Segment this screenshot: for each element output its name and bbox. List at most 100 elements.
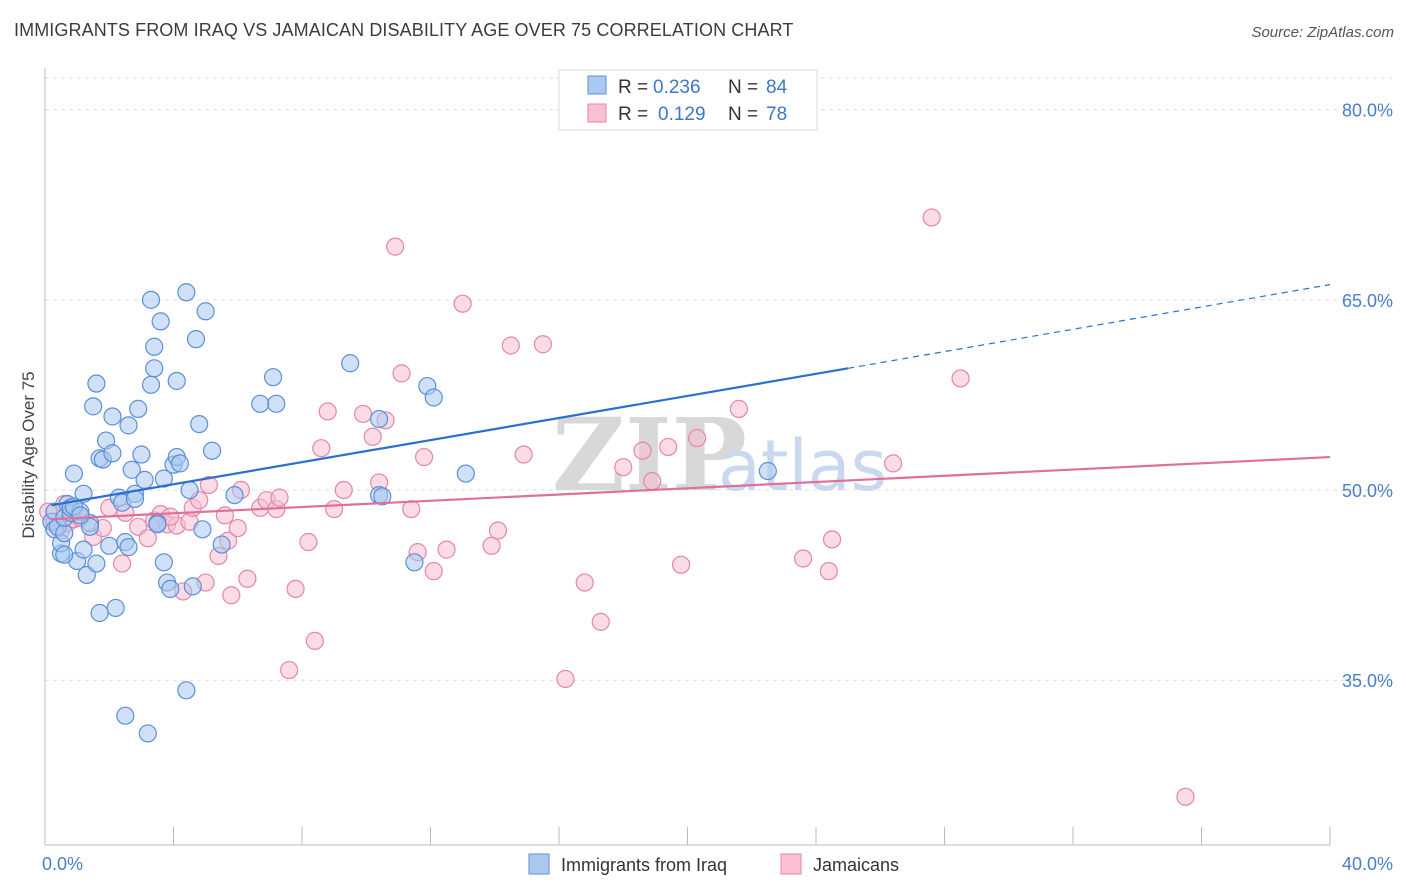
legend-r-value-2: 0.129 bbox=[658, 104, 706, 125]
jamaicans-point-36 bbox=[286, 579, 305, 599]
y-tick-label-1: 50.0% bbox=[1342, 481, 1393, 501]
jamaicans-point-34 bbox=[270, 488, 289, 507]
jamaicans-point-55 bbox=[482, 536, 501, 555]
trend-line-iraq-extension bbox=[848, 284, 1331, 369]
iraq-point-75 bbox=[424, 388, 443, 407]
jamaicans-point-64 bbox=[633, 441, 652, 460]
jamaicans-point-62 bbox=[591, 612, 610, 631]
iraq-point-34 bbox=[119, 537, 138, 557]
iraq-point-71 bbox=[370, 409, 389, 429]
y-tick-labels: 35.0% 50.0% 65.0% 80.0% bbox=[1342, 101, 1393, 691]
legend-r-value-1: 0.236 bbox=[653, 77, 701, 98]
jamaicans-point-38 bbox=[305, 631, 324, 650]
jamaicans-point-76 bbox=[1176, 787, 1195, 806]
iraq-point-39 bbox=[135, 470, 154, 489]
jamaicans-point-54 bbox=[453, 294, 472, 313]
iraq-point-69 bbox=[341, 354, 360, 373]
iraq-point-65 bbox=[225, 485, 244, 505]
iraq-point-38 bbox=[132, 445, 151, 464]
source-label: Source: ZipAtlas.com bbox=[1251, 24, 1394, 41]
jamaicans-point-40 bbox=[318, 402, 337, 421]
iraq-point-72 bbox=[373, 487, 392, 506]
legend-r-label-1: R = bbox=[618, 77, 648, 98]
jamaicans-point-70 bbox=[794, 549, 813, 568]
iraq-point-67 bbox=[263, 368, 283, 387]
iraq-point-43 bbox=[145, 359, 164, 378]
jamaicans-point-47 bbox=[386, 237, 405, 256]
x-tick-label-0: 0.0% bbox=[42, 854, 83, 874]
iraq-point-61 bbox=[193, 520, 212, 539]
iraq-point-6 bbox=[55, 524, 74, 543]
bottom-legend-swatch-iraq bbox=[528, 853, 550, 875]
iraq-point-26 bbox=[103, 407, 122, 426]
iraq-point-52 bbox=[167, 371, 186, 391]
iraq-point-80 bbox=[55, 545, 74, 564]
iraq-point-77 bbox=[758, 461, 777, 481]
bottom-legend-swatch-jamaicans bbox=[780, 853, 802, 875]
x-tick-labels: 0.0% 40.0% bbox=[42, 854, 1393, 874]
iraq-point-73 bbox=[405, 553, 424, 572]
iraq-point-44 bbox=[145, 337, 164, 356]
iraq-point-59 bbox=[186, 330, 206, 349]
bottom-legend-label-jamaicans: Jamaicans bbox=[813, 855, 899, 875]
iraq-point-57 bbox=[180, 480, 199, 500]
jamaicans-point-75 bbox=[951, 369, 970, 388]
jamaicans-point-72 bbox=[822, 530, 842, 549]
jamaicans-point-23 bbox=[199, 475, 218, 495]
iraq-point-76 bbox=[456, 464, 475, 483]
iraq-point-56 bbox=[177, 283, 196, 302]
iraq-point-83 bbox=[148, 515, 167, 534]
iraq-point-54 bbox=[170, 454, 190, 473]
y-tick-label-3: 80.0% bbox=[1342, 101, 1393, 121]
series-iraq-points bbox=[42, 283, 777, 743]
watermark: ZIP atlas bbox=[552, 396, 887, 514]
jamaicans-point-59 bbox=[533, 335, 553, 354]
iraq-point-48 bbox=[154, 469, 173, 488]
series-jamaicans-points bbox=[39, 208, 1195, 806]
trend-line-jamaicans bbox=[51, 455, 1331, 521]
iraq-point-42 bbox=[141, 290, 161, 309]
series-legend: Immigrants from Iraq Jamaicans bbox=[528, 853, 899, 875]
iraq-point-20 bbox=[87, 374, 106, 393]
chart-title: IMMIGRANTS FROM IRAQ VS JAMAICAN DISABIL… bbox=[14, 20, 794, 40]
jamaicans-point-49 bbox=[402, 499, 421, 519]
bottom-legend-label-iraq: Immigrants from Iraq bbox=[561, 855, 727, 875]
jamaicans-point-67 bbox=[671, 555, 691, 574]
iraq-point-47 bbox=[154, 553, 173, 572]
iraq-point-15 bbox=[74, 540, 93, 559]
iraq-point-27 bbox=[103, 444, 122, 463]
legend-n-value-2: 78 bbox=[766, 104, 787, 125]
jamaicans-point-56 bbox=[488, 521, 508, 540]
grid-lines bbox=[45, 77, 1392, 681]
y-tick-label-2: 65.0% bbox=[1342, 291, 1393, 311]
jamaicans-point-51 bbox=[414, 447, 434, 467]
jamaicans-point-68 bbox=[688, 428, 707, 448]
jamaicans-point-58 bbox=[514, 445, 533, 464]
iraq-point-33 bbox=[119, 416, 138, 435]
jamaicans-point-30 bbox=[238, 569, 257, 588]
jamaicans-point-28 bbox=[228, 518, 247, 538]
jamaicans-point-71 bbox=[819, 562, 838, 581]
legend-swatch-jamaicans bbox=[587, 103, 607, 123]
y-axis-title: Disability Age Over 75 bbox=[19, 371, 38, 538]
iraq-point-62 bbox=[196, 302, 215, 321]
watermark-atlas: atlas bbox=[718, 425, 887, 507]
iraq-point-35 bbox=[122, 460, 141, 479]
iraq-point-22 bbox=[90, 603, 109, 623]
jamaicans-point-13 bbox=[138, 529, 157, 548]
jamaicans-point-57 bbox=[501, 336, 520, 355]
jamaicans-point-10 bbox=[112, 554, 132, 573]
jamaicans-point-39 bbox=[312, 439, 331, 458]
iraq-point-28 bbox=[106, 598, 125, 618]
iraq-point-63 bbox=[202, 441, 222, 460]
jamaicans-point-69 bbox=[729, 399, 749, 418]
iraq-point-55 bbox=[177, 681, 196, 700]
iraq-point-66 bbox=[251, 394, 270, 413]
jamaicans-point-35 bbox=[280, 660, 299, 680]
jamaicans-point-41 bbox=[325, 499, 344, 519]
legend-swatch-iraq bbox=[587, 75, 607, 95]
iraq-point-40 bbox=[138, 724, 157, 743]
iraq-point-41 bbox=[141, 375, 161, 394]
iraq-point-82 bbox=[71, 506, 90, 525]
